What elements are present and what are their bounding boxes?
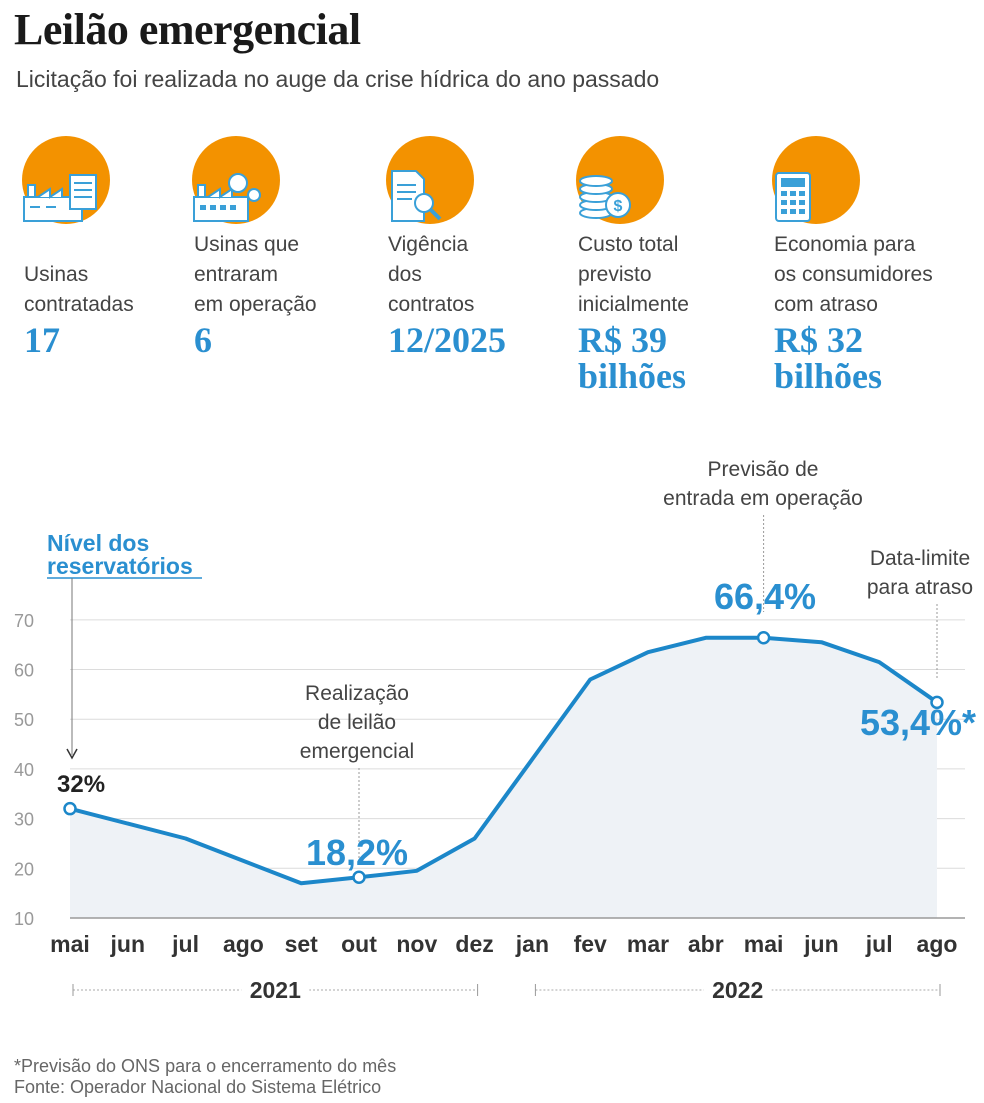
stat-label: Usinas contratadas — [24, 260, 134, 320]
y-tick-label: 20 — [14, 859, 34, 879]
stat-label-line: previsto — [578, 263, 652, 286]
stat-label-line: os consumidores — [774, 263, 933, 286]
year-label-bg — [241, 976, 310, 1002]
y-tick-label: 30 — [14, 810, 34, 830]
page-subtitle: Licitação foi realizada no auge da crise… — [16, 66, 660, 92]
stat-label-line: Custo total — [578, 233, 679, 256]
y-tick-label: 40 — [14, 760, 34, 780]
data-label: 18,2% — [306, 832, 408, 873]
x-tick-label: dez — [455, 931, 493, 957]
stat-label: Vigência dos contratos — [388, 230, 474, 320]
stat-value: 6 — [194, 322, 212, 358]
stat-value-line: 6 — [194, 320, 212, 360]
svg-text:$: $ — [614, 198, 623, 215]
area-fill — [70, 637, 937, 918]
footnote: *Previsão do ONS para o encerramento do … — [14, 1056, 397, 1076]
stat-block: $ Custo total previsto inicialmente — [572, 135, 762, 317]
x-tick-label: jul — [865, 931, 893, 957]
annotation-text: de leilão — [318, 711, 396, 734]
stat-block: Usinas que entraram em operação — [188, 135, 378, 317]
annotation-text: Previsão de — [708, 458, 819, 481]
series-line — [69, 635, 939, 886]
x-tick-label: jan — [515, 931, 549, 957]
highlight-point — [756, 631, 771, 645]
stat-value-line: R$ 32 — [774, 320, 863, 360]
stat-value-line: 12/2025 — [388, 320, 507, 360]
x-tick-label: ago — [223, 931, 264, 957]
y-tick-label: 50 — [14, 710, 34, 730]
arrow-head — [66, 748, 78, 760]
source-note: Fonte: Operador Nacional do Sistema Elét… — [14, 1077, 382, 1097]
highlight-point — [63, 801, 77, 816]
stat-label-line: Usinas que — [194, 233, 300, 256]
data-label: 53,4%* — [860, 702, 976, 743]
factory-gears-icon — [192, 136, 280, 224]
x-tick-label: jul — [171, 931, 199, 957]
document-search-icon — [386, 136, 474, 224]
annotation-text: para atraso — [867, 576, 973, 599]
annotation-text: Realização — [305, 682, 409, 705]
x-tick-label: jun — [803, 931, 839, 957]
stat-label-line: contratadas — [24, 293, 134, 316]
annotation-text: emergencial — [300, 740, 414, 763]
annotation-text: entrada em operação — [663, 487, 863, 510]
stat-value-line: bilhões — [774, 356, 883, 396]
x-tick-label: mar — [627, 931, 669, 957]
stat-block: Economia para os consumidores com atraso — [768, 135, 958, 317]
x-tick-label: set — [285, 931, 319, 957]
annotation-text: Data-limite — [870, 547, 970, 570]
factory-document-icon — [22, 136, 110, 224]
stat-block: Vigência dos contratos — [382, 135, 572, 317]
stat-label-line: contratos — [388, 293, 475, 316]
year-label: 2022 — [712, 977, 763, 1003]
stat-label-line: com atraso — [774, 293, 878, 316]
x-tick-label: nov — [396, 931, 437, 957]
calculator-icon — [772, 136, 860, 224]
stat-value: R$ 39 bilhões — [578, 322, 686, 394]
stat-block: Usinas contratadas — [18, 135, 208, 317]
stat-label-line: entraram — [194, 263, 279, 286]
series-label: Nível dos — [47, 530, 149, 556]
coins-dollar-icon: $ — [576, 136, 664, 224]
y-tick-label: 10 — [14, 909, 34, 929]
stat-value: 12/2025 — [388, 322, 506, 358]
stat-label-line: dos — [388, 263, 422, 286]
highlight-point — [930, 695, 944, 710]
data-label: 66,4% — [714, 576, 816, 617]
stat-label-line: Vigência — [388, 233, 469, 256]
series-label: reservatórios — [47, 553, 193, 579]
x-tick-label: mai — [744, 931, 784, 957]
stat-label-line: Usinas — [24, 263, 89, 286]
stat-value: R$ 32 bilhões — [774, 322, 882, 394]
year-label-bg — [703, 976, 772, 1002]
highlight-point — [352, 870, 366, 885]
y-tick-label: 60 — [14, 661, 34, 681]
stat-value-line: 17 — [24, 320, 60, 360]
x-tick-label: out — [341, 931, 377, 957]
page-title: Leilão emergencial — [14, 5, 361, 54]
x-tick-label: fev — [574, 931, 607, 957]
stat-label: Custo total previsto inicialmente — [578, 230, 689, 320]
stat-label-line: inicialmente — [578, 293, 689, 316]
stat-value-line: R$ 39 — [578, 320, 667, 360]
stat-value: 17 — [24, 322, 60, 358]
x-tick-label: abr — [688, 931, 724, 957]
x-tick-label: ago — [917, 931, 958, 957]
data-label: 32% — [57, 771, 105, 798]
year-label: 2021 — [250, 977, 301, 1003]
stat-label: Usinas que entraram em operação — [194, 230, 317, 320]
x-tick-label: jun — [110, 931, 146, 957]
stat-label-line: em operação — [194, 293, 317, 316]
x-tick-label: mai — [50, 931, 90, 957]
stat-value-line: bilhões — [578, 356, 687, 396]
y-tick-label: 70 — [14, 611, 34, 631]
stat-label-line: Economia para — [774, 233, 916, 256]
stat-label: Economia para os consumidores com atraso — [774, 230, 933, 320]
